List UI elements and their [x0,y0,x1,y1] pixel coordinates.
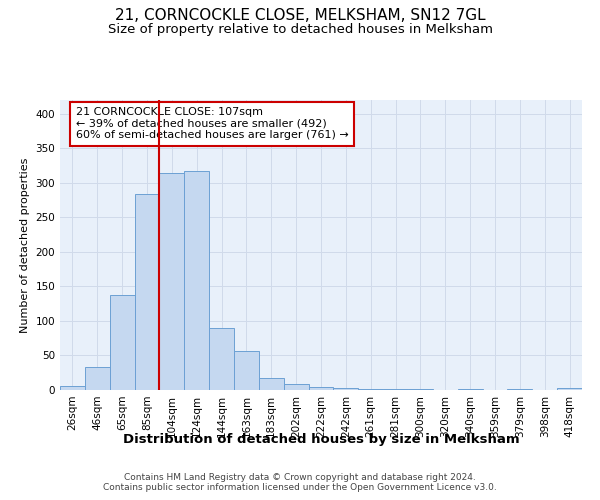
Text: Contains HM Land Registry data © Crown copyright and database right 2024.
Contai: Contains HM Land Registry data © Crown c… [103,472,497,492]
Bar [408,388,433,390]
Text: 21, CORNCOCKLE CLOSE, MELKSHAM, SN12 7GL: 21, CORNCOCKLE CLOSE, MELKSHAM, SN12 7GL [115,8,485,22]
Bar [308,387,334,390]
Bar [209,328,234,390]
Text: 21 CORNCOCKLE CLOSE: 107sqm
← 39% of detached houses are smaller (492)
60% of se: 21 CORNCOCKLE CLOSE: 107sqm ← 39% of det… [76,108,349,140]
Bar [85,367,110,390]
Text: Size of property relative to detached houses in Melksham: Size of property relative to detached ho… [107,22,493,36]
Bar [234,350,259,390]
Bar [259,378,284,390]
Bar [334,388,358,390]
Y-axis label: Number of detached properties: Number of detached properties [20,158,30,332]
Bar [184,171,209,390]
Bar [110,294,134,390]
Bar [557,388,582,390]
Bar [284,384,308,390]
Bar [458,388,482,390]
Bar [160,173,184,390]
Bar [60,386,85,390]
Text: Distribution of detached houses by size in Melksham: Distribution of detached houses by size … [122,432,520,446]
Bar [134,194,160,390]
